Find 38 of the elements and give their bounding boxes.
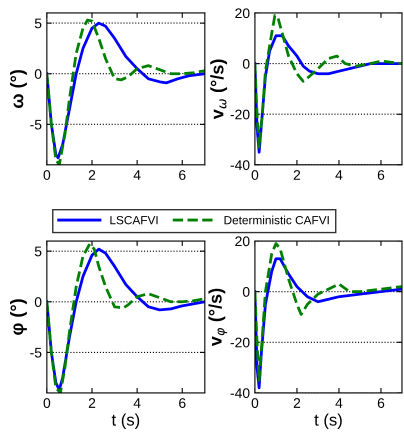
y-tick-label: 0 — [34, 297, 42, 307]
x-tick-label: 0 — [44, 398, 50, 408]
x-tick-label: 4 — [134, 398, 141, 408]
y-tick-label: 5 — [34, 18, 42, 28]
x-tick-label: 6 — [179, 170, 186, 180]
x-tick-label: 2 — [88, 398, 96, 408]
x-tick-label: 0 — [252, 398, 258, 408]
x-tick-label: 0 — [252, 170, 258, 180]
y-axis-title: v$_{ω}$ (°/s) — [210, 60, 228, 120]
y-tick-label: 20 — [235, 8, 250, 18]
x-tick-label: 6 — [378, 398, 384, 408]
x-tick-label: 4 — [335, 398, 342, 408]
legend-label: Deterministic CAFVI — [224, 216, 329, 224]
y-axis-title: v$_{φ}$ (°/s) — [208, 288, 228, 346]
y-tick-label: -20 — [230, 110, 250, 120]
x-tick-label: 2 — [294, 170, 300, 180]
x-tick-label: 4 — [134, 170, 141, 180]
legend-label: LSCAFVI — [110, 216, 158, 224]
x-axis-title: t (s) — [112, 413, 140, 430]
y-tick-label: 20 — [235, 236, 250, 246]
x-tick-label: 2 — [294, 398, 300, 408]
x-tick-label: 6 — [378, 170, 384, 180]
y-tick-label: 5 — [34, 246, 42, 256]
x-tick-label: 2 — [88, 170, 96, 180]
y-axis-title: ω (°) — [10, 70, 27, 108]
x-axis-title: t (s) — [314, 413, 342, 430]
x-tick-label: 0 — [44, 170, 50, 180]
x-tick-label: 6 — [179, 398, 186, 408]
y-tick-label: -40 — [230, 160, 250, 170]
y-axis-title: φ (°) — [10, 299, 27, 335]
y-tick-label: 0 — [34, 69, 42, 79]
y-tick-label: 0 — [242, 286, 250, 297]
y-tick-label: -40 — [230, 388, 250, 398]
x-tick-label: 4 — [335, 170, 342, 180]
y-tick-label: 0 — [242, 58, 250, 69]
y-tick-label: -20 — [230, 338, 250, 348]
y-tick-label: -5 — [30, 120, 42, 130]
y-tick-label: -5 — [30, 348, 42, 358]
